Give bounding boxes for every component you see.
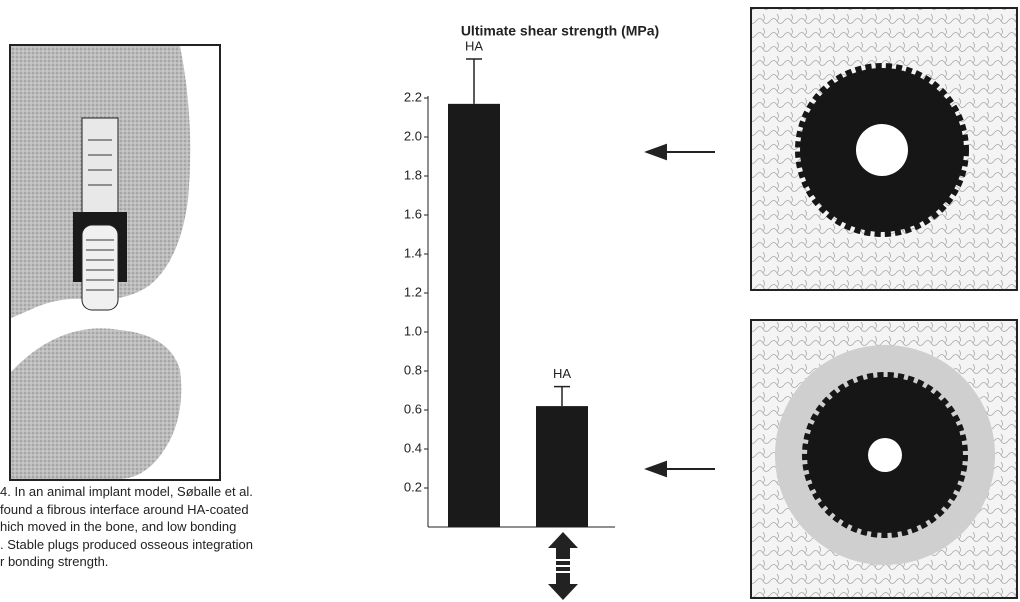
page: Ultimate shear strength (MPa) 0.2 0.4 0.6 0… (0, 0, 1020, 602)
y-tick-label: 0.8 (404, 362, 422, 377)
y-tick-label: 1.4 (404, 245, 422, 260)
y-tick-label: 0.4 (404, 440, 422, 455)
y-tick-label: 1.2 (404, 284, 422, 299)
y-tick-label: 1.8 (404, 167, 422, 182)
caption-line: found a fibrous interface around HA-coat… (0, 501, 245, 519)
bar (536, 406, 588, 527)
micrograph-top (751, 8, 1017, 290)
micrograph-bottom (751, 320, 1017, 598)
chart-title: Ultimate shear strength (MPa) (461, 23, 659, 39)
caption-line: r bonding strength. (0, 553, 245, 571)
y-tick-label: 1.0 (404, 323, 422, 338)
error-bar (554, 387, 570, 407)
y-tick-label: 2.2 (404, 89, 422, 104)
error-bar (466, 59, 482, 104)
bar-label: HA (553, 366, 571, 381)
y-tick-label: 2.0 (404, 128, 422, 143)
caption-line: hich moved in the bone, and low bonding (0, 518, 245, 536)
implant-illustration (10, 45, 220, 480)
arrows (548, 145, 715, 600)
caption-line: 4. In an animal implant model, Søballe e… (0, 483, 245, 501)
bar-label: HA (465, 38, 483, 53)
y-tick-label: 1.6 (404, 206, 422, 221)
caption-line: . Stable plugs produced osseous integrat… (0, 536, 245, 554)
caption: 4. In an animal implant model, Søballe e… (0, 483, 245, 571)
y-tick-label: 0.6 (404, 401, 422, 416)
bar (448, 104, 500, 527)
y-tick-label: 0.2 (404, 479, 422, 494)
